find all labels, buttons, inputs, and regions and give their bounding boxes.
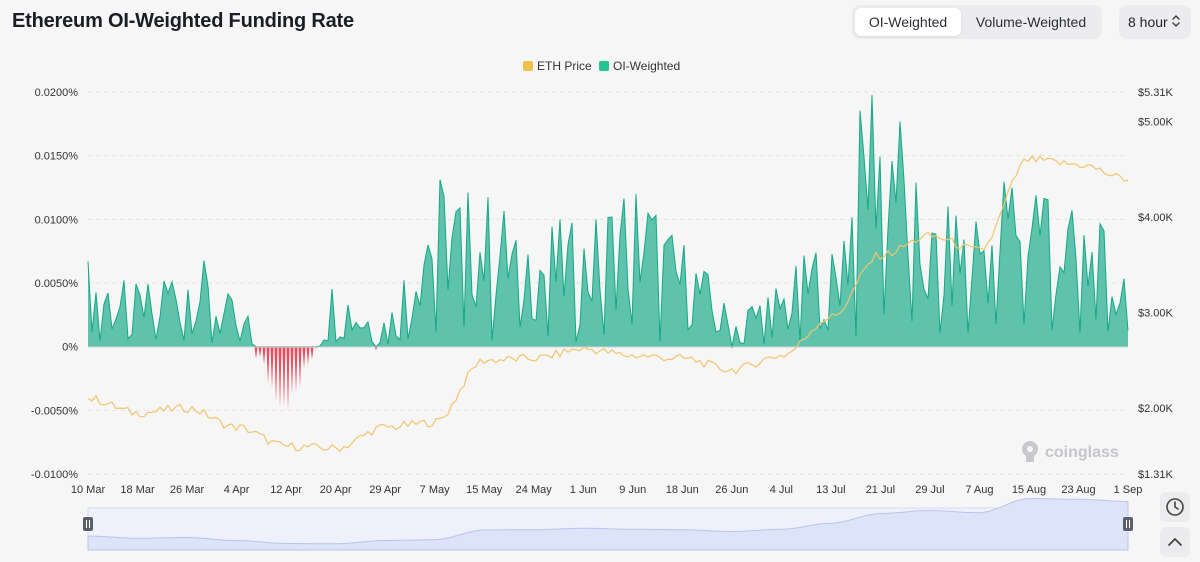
negative-funding-spike	[374, 347, 378, 351]
x-tick-label: 15 Aug	[1012, 484, 1046, 496]
y-right-tick-label: $5.31K	[1138, 87, 1174, 99]
x-tick-label: 4 Jul	[770, 484, 793, 496]
x-tick-label: 7 Aug	[965, 484, 993, 496]
negative-funding-spike	[278, 347, 282, 408]
y-right-tick-label: $4.00K	[1138, 212, 1174, 224]
negative-funding-spike	[254, 347, 258, 359]
negative-funding-spike	[306, 347, 310, 365]
chart-legend: ETH Price OI-Weighted	[523, 59, 680, 73]
navigator-right-handle[interactable]	[1123, 517, 1133, 531]
negative-funding-spike	[298, 347, 302, 388]
negative-funding-spike	[274, 347, 278, 403]
x-tick-label: 13 Jul	[816, 484, 845, 496]
negative-funding-spike	[282, 347, 286, 408]
negative-funding-spike	[262, 347, 266, 365]
grip-icon	[1123, 517, 1133, 531]
page-title: Ethereum OI-Weighted Funding Rate	[12, 10, 354, 32]
x-tick-label: 12 Apr	[270, 484, 302, 496]
x-tick-label: 20 Apr	[320, 484, 352, 496]
y-left-tick-label: -0.0100%	[31, 469, 78, 481]
legend-label-eth-price: ETH Price	[537, 59, 592, 73]
x-tick-label: 26 Mar	[170, 484, 205, 496]
oi-weighted-tab[interactable]: OI-Weighted	[855, 8, 961, 36]
y-right-tick-label: $5.00K	[1138, 117, 1174, 129]
x-tick-label: 15 May	[466, 484, 503, 496]
y-right-tick-label: $2.00K	[1138, 403, 1174, 415]
negative-funding-spike	[270, 347, 274, 388]
negative-funding-spike	[258, 347, 262, 357]
scroll-top-button[interactable]	[1160, 527, 1190, 557]
volume-weighted-tab[interactable]: Volume-Weighted	[975, 14, 1087, 30]
negative-funding-spike	[294, 347, 298, 394]
x-tick-label: 29 Jul	[915, 484, 944, 496]
x-tick-label: 18 Jun	[666, 484, 699, 496]
x-tick-label: 4 Apr	[224, 484, 250, 496]
x-tick-label: 1 Sep	[1114, 484, 1143, 496]
negative-funding-spike	[290, 347, 294, 395]
y-left-tick-label: 0.0200%	[35, 87, 79, 99]
y-left-tick-label: 0.0050%	[35, 278, 79, 290]
camera-timer-icon	[1160, 498, 1190, 526]
chevron-up-down-icon	[1171, 13, 1181, 32]
x-tick-label: 26 Jun	[715, 484, 748, 496]
coinglass-logo-icon	[1022, 441, 1038, 462]
y-right-tick-label: $1.31K	[1138, 469, 1174, 481]
y-left-tick-label: 0.0100%	[35, 214, 79, 226]
navigator-series	[87, 497, 1129, 551]
y-left-tick-label: -0.0050%	[31, 405, 78, 417]
legend-swatch-oi-weighted	[599, 61, 609, 71]
x-tick-label: 1 Jun	[570, 484, 597, 496]
navigator-left-handle[interactable]	[83, 517, 93, 531]
watermark-text: coinglass	[1045, 444, 1119, 461]
negative-funding-spike	[302, 347, 306, 369]
grip-icon	[83, 517, 93, 531]
chevron-up-icon	[1160, 538, 1190, 561]
negative-funding-spike	[286, 347, 290, 411]
legend-swatch-eth-price	[523, 61, 533, 71]
y-right-tick-label: $3.00K	[1138, 308, 1174, 320]
eth-price-line	[87, 154, 1129, 453]
negative-funding-spike	[310, 347, 314, 360]
x-tick-label: 24 May	[516, 484, 553, 496]
watermark: coinglass	[1022, 441, 1119, 462]
x-tick-label: 7 May	[420, 484, 450, 496]
x-tick-label: 23 Aug	[1061, 484, 1095, 496]
legend-label-oi-weighted: OI-Weighted	[613, 59, 680, 73]
interval-value: 8 hour	[1128, 14, 1168, 30]
x-tick-label: 9 Jun	[619, 484, 646, 496]
negative-funding-spike	[266, 347, 270, 384]
weighting-toggle: OI-Weighted Volume-Weighted	[852, 5, 1102, 39]
x-tick-label: 10 Mar	[71, 484, 106, 496]
x-tick-label: 18 Mar	[120, 484, 155, 496]
y-left-tick-label: 0.0150%	[35, 151, 79, 163]
y-left-tick-label: 0%	[62, 342, 78, 354]
x-tick-label: 29 Apr	[369, 484, 401, 496]
interval-select[interactable]: 8 hour	[1119, 5, 1191, 39]
x-tick-label: 21 Jul	[866, 484, 895, 496]
screenshot-button[interactable]	[1160, 492, 1190, 522]
